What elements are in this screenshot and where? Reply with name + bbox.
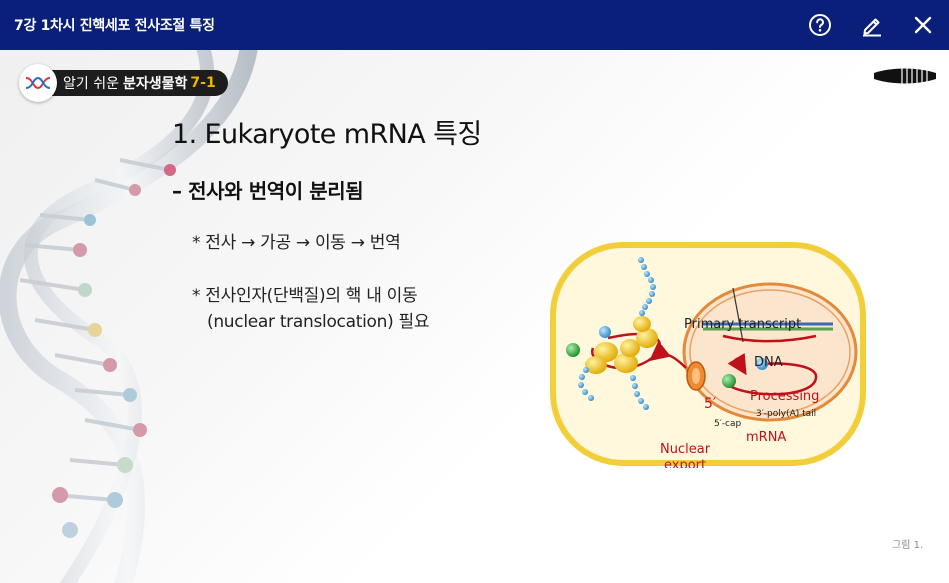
badge-light-text: 알기 쉬운 (63, 76, 119, 92)
label-dna: DNA (754, 355, 783, 370)
title-bar: 7강 1차시 진핵세포 전사조절 특징 (0, 0, 949, 50)
publisher-logo-icon (874, 68, 936, 84)
bullet-nuclear-translocation: * 전사인자(단백질)의 핵 내 이동 (nuclear translocati… (192, 283, 430, 335)
label-poly-a-tail: 3′-poly(A) tail (756, 409, 816, 419)
badge-lesson-number: 7-1 (190, 75, 216, 91)
label-processing: Processing (750, 389, 819, 404)
bullet-line-1: * 전사인자(단백질)의 핵 내 이동 (192, 286, 418, 306)
figure-caption: 그림 1. (892, 540, 924, 551)
bullet-process-steps: * 전사 → 가공 → 이동 → 번역 (192, 233, 401, 253)
bullet-line-2: (nuclear translocation) 필요 (207, 312, 430, 332)
dna-helix-illustration (0, 50, 258, 583)
slide-content: 알기 쉬운 분자생물학 7-1 1. Eukaryote mRNA 특징 – 전… (0, 50, 949, 583)
dna-logo-icon (19, 64, 57, 102)
course-badge: 알기 쉬운 분자생물학 7-1 (19, 63, 228, 103)
lecture-title: 7강 1차시 진핵세포 전사조절 특징 (14, 18, 215, 34)
help-button[interactable] (808, 13, 832, 37)
close-icon (914, 16, 932, 34)
label-mrna: mRNA (746, 430, 786, 445)
edit-button[interactable] (860, 13, 884, 37)
slide-heading: 1. Eukaryote mRNA 특징 (172, 119, 482, 150)
slide-subheading: – 전사와 번역이 분리됨 (172, 179, 364, 203)
label-primary-transcript: Primary transcript (684, 317, 801, 332)
label-five-cap: 5′-cap (714, 419, 741, 429)
label-export: export (664, 458, 706, 468)
mrna-export-figure: Primary transcript DNA 5′ Processing 3′-… (550, 242, 866, 468)
help-circle-icon (809, 14, 831, 36)
pencil-icon (863, 18, 881, 37)
label-five-prime: 5′ (704, 396, 716, 412)
course-name-pill: 알기 쉬운 분자생물학 7-1 (45, 70, 228, 96)
badge-course-name: 분자생물학 (122, 76, 188, 92)
close-button[interactable] (911, 13, 935, 37)
label-nuclear: Nuclear (660, 442, 711, 457)
